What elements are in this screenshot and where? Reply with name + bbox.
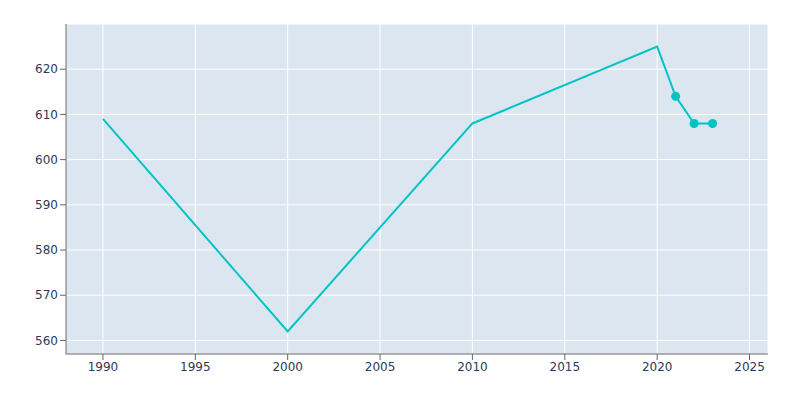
svg-text:590: 590 bbox=[35, 198, 58, 212]
svg-text:560: 560 bbox=[35, 334, 58, 348]
svg-text:2000: 2000 bbox=[272, 360, 303, 374]
svg-text:2020: 2020 bbox=[642, 360, 673, 374]
svg-text:610: 610 bbox=[35, 108, 58, 122]
svg-text:2015: 2015 bbox=[550, 360, 581, 374]
svg-text:600: 600 bbox=[35, 153, 58, 167]
svg-text:2005: 2005 bbox=[365, 360, 396, 374]
svg-text:2025: 2025 bbox=[734, 360, 765, 374]
svg-text:570: 570 bbox=[35, 288, 58, 302]
svg-text:620: 620 bbox=[35, 62, 58, 76]
svg-text:1990: 1990 bbox=[88, 360, 119, 374]
svg-text:2010: 2010 bbox=[457, 360, 488, 374]
svg-text:580: 580 bbox=[35, 243, 58, 257]
svg-text:1995: 1995 bbox=[180, 360, 211, 374]
